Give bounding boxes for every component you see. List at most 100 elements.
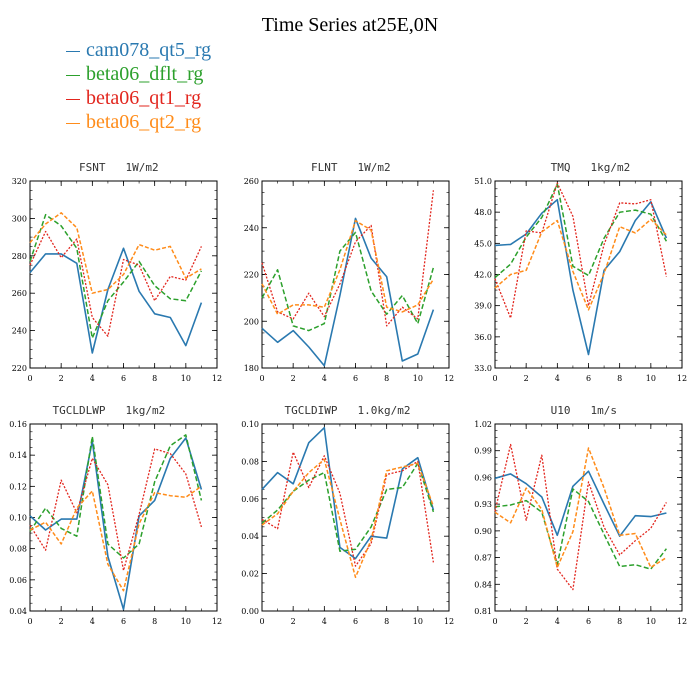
x-tick-label: 6 <box>353 617 358 626</box>
series-line-beta06-dflt-rg <box>494 488 667 570</box>
y-tick-label: 0.93 <box>474 500 492 509</box>
series-line-beta06-dflt-rg <box>29 213 203 339</box>
x-tick-label: 2 <box>59 374 64 383</box>
x-tick-label: 4 <box>90 617 95 626</box>
y-tick-label: 0.10 <box>9 514 27 523</box>
series-line-beta06-dflt-rg <box>29 434 203 559</box>
x-tick-label: 0 <box>492 374 497 383</box>
x-tick-label: 12 <box>677 617 687 626</box>
y-tick-label: 0.00 <box>241 607 259 616</box>
x-tick-label: 8 <box>152 374 157 383</box>
x-tick-label: 8 <box>617 374 622 383</box>
series-line-beta06-qt2-rg <box>494 218 667 311</box>
legend-label: beta06_qt1_rg <box>86 86 202 109</box>
y-tick-label: 0.81 <box>474 607 492 616</box>
series-line-cam078-qt5-rg <box>29 437 203 611</box>
series-line-cam078-qt5-rg <box>494 198 668 356</box>
panel-title: U10 <box>551 404 571 417</box>
y-tick-label: 39.0 <box>474 302 492 311</box>
x-tick-label: 6 <box>586 374 591 383</box>
x-tick-label: 10 <box>181 617 191 626</box>
legend-item: beta06_qt2_rg <box>66 110 211 134</box>
x-tick-label: 4 <box>555 374 560 383</box>
y-tick-label: 0.14 <box>9 451 27 460</box>
legend-line-icon <box>66 122 80 124</box>
panel-title: TGCLDIWP <box>285 404 338 417</box>
x-tick-label: 12 <box>444 617 454 626</box>
legend: cam078_qt5_rg beta06_dflt_rg beta06_qt1_… <box>66 38 211 134</box>
panel-units: 1kg/m2 <box>591 161 631 174</box>
x-tick-label: 2 <box>291 374 296 383</box>
y-tick-label: 0.84 <box>474 580 492 589</box>
legend-item: cam078_qt5_rg <box>66 38 211 62</box>
x-tick-label: 4 <box>322 374 327 383</box>
panel-title: FLNT <box>311 161 338 174</box>
series-line-cam078-qt5-rg <box>29 247 203 354</box>
x-tick-label: 4 <box>90 374 95 383</box>
y-tick-label: 260 <box>12 289 27 298</box>
y-tick-label: 0.87 <box>474 554 492 563</box>
x-tick-label: 10 <box>646 374 656 383</box>
series-line-cam078-qt5-rg <box>494 470 667 538</box>
x-tick-label: 8 <box>384 374 389 383</box>
x-tick-label: 0 <box>27 374 32 383</box>
y-tick-label: 0.02 <box>241 570 259 579</box>
x-tick-label: 12 <box>677 374 687 383</box>
legend-label: beta06_qt2_rg <box>86 110 202 133</box>
series-line-beta06-qt1-rg <box>29 230 202 337</box>
y-tick-label: 240 <box>12 327 27 336</box>
series-line-beta06-qt1-rg <box>494 443 667 591</box>
panel-title: TGCLDLWP <box>53 404 106 417</box>
legend-label: beta06_dflt_rg <box>86 62 204 85</box>
x-tick-label: 12 <box>444 374 454 383</box>
y-tick-label: 260 <box>244 177 259 186</box>
x-tick-label: 0 <box>27 617 32 626</box>
series-line-beta06-qt2-rg <box>261 219 435 315</box>
y-tick-label: 48.0 <box>474 208 492 217</box>
plot-frame <box>494 423 683 612</box>
panel-units: 1W/m2 <box>358 161 391 174</box>
panel-units: 1m/s <box>591 404 618 417</box>
x-tick-label: 0 <box>492 617 497 626</box>
y-tick-label: 0.04 <box>241 532 259 541</box>
series-line-beta06-qt1-rg <box>29 448 203 572</box>
x-tick-label: 6 <box>121 617 126 626</box>
series-line-beta06-dflt-rg <box>494 183 668 279</box>
x-tick-label: 6 <box>353 374 358 383</box>
plot-frame <box>261 423 450 612</box>
panel-units: 1.0kg/m2 <box>358 404 411 417</box>
y-tick-label: 220 <box>244 271 259 280</box>
y-tick-label: 51.0 <box>474 177 492 186</box>
series-line-beta06-qt2-rg <box>494 447 667 569</box>
panel-title: FSNT <box>79 161 106 174</box>
y-tick-label: 200 <box>244 317 259 326</box>
y-tick-label: 0.96 <box>474 473 492 482</box>
x-tick-label: 0 <box>259 374 264 383</box>
x-tick-label: 8 <box>384 617 389 626</box>
series-line-beta06-dflt-rg <box>261 462 435 552</box>
y-tick-label: 0.90 <box>474 527 492 536</box>
legend-line-icon <box>66 74 80 76</box>
y-tick-label: 320 <box>12 177 27 186</box>
y-tick-label: 0.99 <box>474 447 492 456</box>
series-line-beta06-qt1-rg <box>494 182 668 319</box>
series-line-beta06-dflt-rg <box>261 231 435 332</box>
y-tick-label: 0.10 <box>241 420 259 429</box>
y-tick-label: 0.16 <box>9 420 27 429</box>
plot-frame <box>29 423 218 612</box>
legend-item: beta06_qt1_rg <box>66 86 211 110</box>
series-line-cam078-qt5-rg <box>261 217 435 367</box>
series-line-beta06-qt1-rg <box>261 190 435 327</box>
y-tick-label: 280 <box>12 252 27 261</box>
x-tick-label: 2 <box>524 617 529 626</box>
x-tick-label: 10 <box>181 374 191 383</box>
x-tick-label: 8 <box>617 617 622 626</box>
y-tick-label: 0.08 <box>241 457 259 466</box>
y-tick-label: 42.0 <box>474 271 492 280</box>
series-line-beta06-qt2-rg <box>261 458 435 579</box>
y-tick-label: 240 <box>244 224 259 233</box>
y-tick-label: 0.06 <box>9 576 27 585</box>
x-tick-label: 2 <box>291 617 296 626</box>
x-tick-label: 2 <box>59 617 64 626</box>
